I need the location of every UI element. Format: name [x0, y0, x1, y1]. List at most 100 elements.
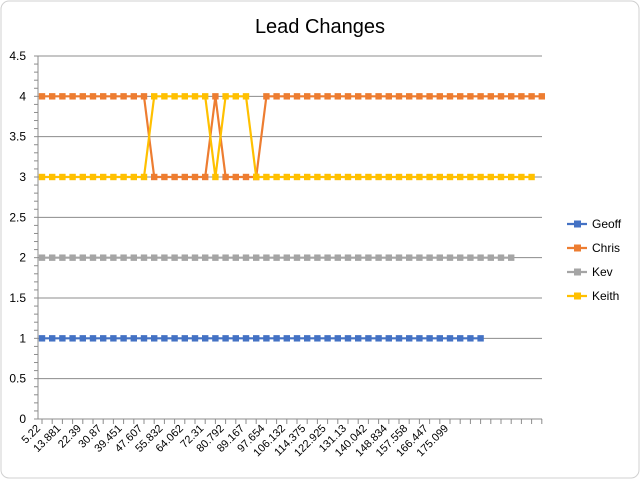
data-point [365, 254, 372, 261]
data-point [140, 335, 148, 342]
data-point [508, 93, 515, 100]
chart-title: Lead Changes [255, 16, 385, 38]
data-point [436, 254, 443, 261]
data-point [385, 335, 392, 342]
data-point [344, 254, 352, 261]
data-point [324, 173, 331, 181]
data-point [293, 335, 301, 342]
data-point [283, 93, 290, 100]
data-point [202, 254, 209, 261]
data-point [110, 93, 117, 100]
data-point [283, 335, 290, 342]
data-point [508, 173, 515, 181]
data-point [283, 173, 290, 181]
data-point [232, 254, 239, 261]
data-point [416, 335, 423, 342]
data-point [528, 93, 535, 100]
data-point [212, 254, 219, 261]
data-point [151, 254, 158, 261]
data-point [355, 254, 362, 261]
data-point [191, 254, 199, 261]
data-point [69, 93, 76, 100]
data-point [477, 254, 484, 261]
data-point [130, 254, 137, 261]
data-point [385, 173, 392, 181]
y-tick-label: 2.5 [9, 210, 26, 224]
data-point [355, 335, 362, 342]
data-point [477, 173, 484, 181]
data-point [79, 93, 86, 100]
data-point [120, 93, 127, 100]
data-point [385, 254, 392, 261]
data-point [49, 254, 56, 261]
data-point [151, 173, 158, 181]
data-point [324, 254, 331, 261]
data-point [487, 93, 494, 100]
data-point [497, 173, 505, 181]
data-point [406, 93, 413, 100]
data-point [344, 93, 352, 100]
data-point [253, 254, 260, 261]
data-point [436, 93, 443, 100]
data-point [222, 254, 229, 261]
legend-label: Chris [592, 241, 620, 255]
data-point [334, 93, 341, 100]
data-point [151, 93, 158, 100]
data-point [375, 173, 382, 181]
data-point [140, 93, 148, 100]
data-point [161, 173, 168, 181]
data-point [446, 335, 454, 342]
legend-label: Keith [592, 289, 619, 303]
data-point [232, 93, 239, 100]
data-point [446, 254, 454, 261]
data-point [110, 173, 117, 181]
data-point [334, 254, 341, 261]
data-point [263, 254, 270, 261]
data-point [130, 335, 137, 342]
data-point [538, 93, 545, 100]
data-point [79, 254, 86, 261]
data-point [314, 335, 321, 342]
data-point [467, 254, 474, 261]
data-point [375, 335, 382, 342]
data-point [416, 254, 423, 261]
data-point [191, 173, 199, 181]
data-point [395, 93, 403, 100]
data-point [365, 93, 372, 100]
data-point [89, 335, 97, 342]
data-point [202, 173, 209, 181]
data-point [263, 173, 270, 181]
data-point [293, 173, 301, 181]
data-point [406, 254, 413, 261]
data-point [253, 335, 260, 342]
data-point [365, 173, 372, 181]
data-point [273, 335, 280, 342]
data-point [426, 254, 433, 261]
data-point [140, 173, 148, 181]
data-point [120, 335, 127, 342]
data-point [385, 93, 392, 100]
data-point [242, 173, 250, 181]
data-point [395, 173, 403, 181]
data-point [518, 173, 525, 181]
data-point [69, 254, 76, 261]
data-point [334, 335, 341, 342]
data-point [508, 254, 515, 261]
data-point [324, 93, 331, 100]
data-point [457, 173, 464, 181]
data-point [314, 173, 321, 181]
y-tick-label: 0 [19, 412, 26, 426]
legend-label: Geoff [592, 217, 622, 231]
data-point [457, 335, 464, 342]
data-point [181, 335, 188, 342]
data-point [38, 335, 46, 342]
data-point [79, 173, 86, 181]
data-point [242, 254, 250, 261]
data-point [355, 93, 362, 100]
data-point [426, 93, 433, 100]
data-point [314, 254, 321, 261]
data-point [293, 254, 301, 261]
data-point [518, 93, 525, 100]
